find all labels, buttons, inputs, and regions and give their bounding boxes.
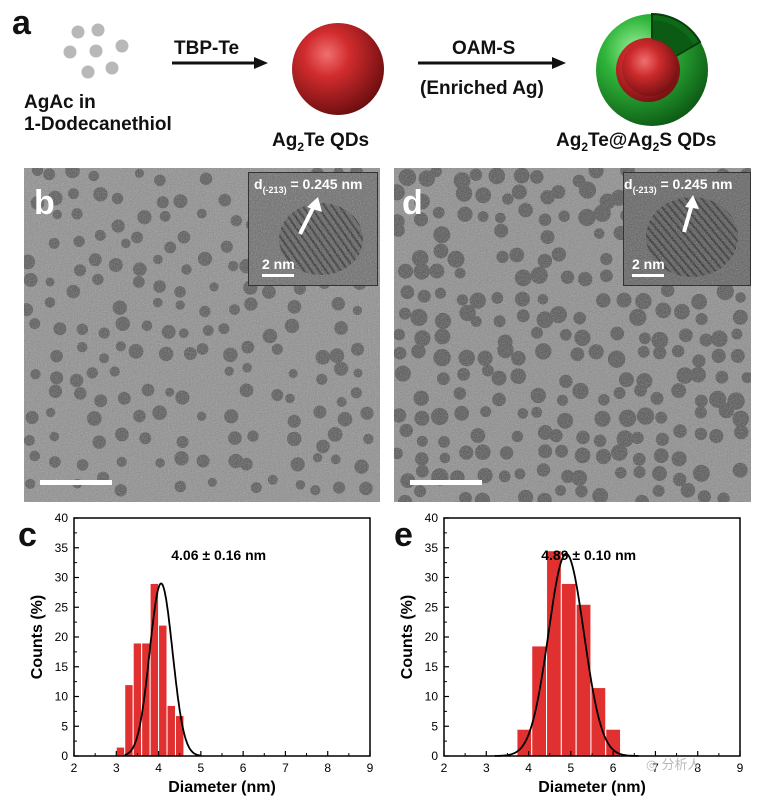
histogram-bar	[174, 715, 185, 757]
agac-dot	[91, 23, 105, 37]
y-tick-label: 10	[425, 690, 439, 704]
y-tick-label: 40	[425, 511, 439, 525]
y-tick-label: 0	[431, 749, 438, 763]
agac-dot	[105, 61, 119, 75]
step1-arrow-icon	[172, 57, 268, 69]
x-tick-label: 9	[737, 761, 744, 775]
gaussian-fit-line	[124, 582, 202, 757]
inset-scale-label-b: 2 nm	[262, 256, 295, 272]
watermark: ◎ 分析人	[646, 758, 701, 773]
histogram-bar	[115, 746, 126, 757]
step2-condition-label: (Enriched Ag)	[420, 78, 544, 99]
y-tick-label: 0	[61, 749, 68, 763]
histogram-bar	[166, 704, 176, 757]
y-axis-label: Counts (%)	[399, 595, 416, 679]
agac-dot	[63, 45, 77, 59]
d-spacing-label-d: d(-213) = 0.245 nm	[624, 176, 733, 195]
y-tick-label: 20	[55, 630, 69, 644]
inset-scale-bar-d	[632, 274, 664, 277]
agac-dot	[89, 44, 103, 58]
ag2te-qd-sphere-icon	[292, 23, 384, 115]
y-tick-label: 5	[431, 719, 438, 733]
size-annotation: 4.89 ± 0.10 nm	[541, 547, 636, 563]
x-tick-label: 6	[240, 761, 247, 775]
x-tick-label: 2	[441, 761, 448, 775]
d-spacing-label-b: d(-213) = 0.245 nm	[254, 176, 363, 195]
y-tick-label: 35	[425, 541, 439, 555]
y-tick-label: 5	[61, 719, 68, 733]
y-tick-label: 35	[55, 541, 69, 555]
pointer-arrow-icon	[298, 197, 322, 235]
pointer-arrow-icon	[682, 195, 699, 233]
x-tick-label: 4	[525, 761, 532, 775]
hrtem-inset-d	[623, 172, 751, 286]
y-tick-label: 20	[425, 630, 439, 644]
x-tick-label: 5	[198, 761, 205, 775]
hrtem-inset-b	[248, 172, 378, 286]
y-tick-label: 30	[55, 571, 69, 585]
histogram-bar	[158, 624, 168, 757]
histogram-bar	[590, 687, 607, 757]
agac-dot	[81, 65, 95, 79]
y-tick-label: 40	[55, 511, 69, 525]
product1-label: Ag2Te QDs	[272, 130, 370, 154]
step2-arrow-icon	[418, 57, 566, 69]
scale-bar-d	[410, 480, 482, 485]
x-tick-label: 9	[367, 761, 374, 775]
lattice-fringes-d	[624, 173, 750, 285]
panel-c-letter: c	[18, 516, 37, 554]
y-tick-label: 15	[425, 660, 439, 674]
x-tick-label: 8	[694, 761, 701, 775]
histogram-c: 2 3 4 5 6 7 8 9 0 5 10 15 20 25 30 35 40 Diameter (nm) Cou…	[24, 510, 380, 799]
histogram-bar	[124, 684, 134, 757]
x-tick-label: 2	[71, 761, 78, 775]
gaussian-fit-line	[494, 552, 639, 757]
x-tick-label: 8	[324, 761, 331, 775]
x-tick-label: 7	[282, 761, 289, 775]
histogram-e: 2 3 4 5 6 7 8 9 0 5 10 15 20 25 30 35 40 Diameter (nm) Cou…	[394, 510, 756, 799]
histogram-bar	[560, 582, 577, 757]
inset-scale-label-d: 2 nm	[632, 256, 665, 272]
y-tick-label: 25	[55, 600, 69, 614]
watermark-icon: ◎	[646, 758, 662, 773]
panel-b-letter: b	[34, 184, 55, 222]
agac-dots-illustration	[63, 23, 129, 79]
step2-reagent-label: OAM-S	[452, 38, 516, 59]
panel-e-letter: e	[394, 516, 413, 554]
agac-dot	[71, 25, 85, 39]
y-axis-label: Counts (%)	[29, 595, 46, 679]
x-tick-label: 7	[652, 761, 659, 775]
panel-d-letter: d	[402, 184, 423, 222]
step1-reagent-label: TBP-Te	[174, 38, 240, 59]
x-tick-label: 4	[155, 761, 162, 775]
x-tick-label: 6	[610, 761, 617, 775]
y-tick-label: 15	[55, 660, 69, 674]
size-annotation: 4.06 ± 0.16 nm	[171, 547, 266, 563]
agac-dot	[115, 39, 129, 53]
y-tick-label: 25	[425, 600, 439, 614]
scale-bar-b	[40, 480, 112, 485]
histogram-bar	[546, 550, 562, 757]
reactant-label: AgAc in 1-Dodecanethiol	[24, 92, 172, 135]
x-tick-label: 3	[113, 761, 120, 775]
x-tick-label: 5	[568, 761, 575, 775]
y-tick-label: 10	[55, 690, 69, 704]
x-tick-label: 3	[483, 761, 490, 775]
core-shell-qd-icon	[596, 12, 708, 126]
x-axis-label: Diameter (nm)	[168, 779, 276, 796]
y-tick-label: 30	[425, 571, 439, 585]
panel-a-letter: a	[12, 4, 31, 42]
product2-label: Ag2Te@Ag2S QDs	[556, 130, 717, 154]
inset-scale-bar-b	[262, 274, 294, 277]
lattice-fringes-b	[249, 173, 377, 285]
x-axis-label: Diameter (nm)	[538, 779, 646, 796]
